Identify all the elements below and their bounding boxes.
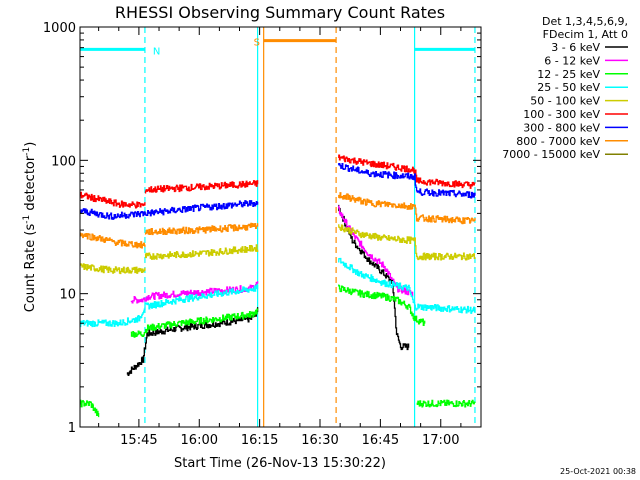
legend-label: 3 - 6 keV [551, 41, 600, 54]
flag-label: S [254, 38, 260, 49]
x-tick-label: 16:00 [181, 433, 218, 448]
series-line [80, 263, 146, 275]
x-tick-label: 15:45 [120, 433, 157, 448]
legend-label: 7000 - 15000 keV [502, 148, 600, 161]
series-line [130, 308, 259, 338]
plot-frame [79, 26, 482, 428]
x-tick-label: 16:45 [362, 433, 399, 448]
legend-label: 25 - 50 keV [537, 81, 600, 94]
series-line [338, 154, 476, 189]
timestamp: 25-Oct-2021 00:38 [560, 467, 636, 476]
series-line [80, 200, 259, 220]
series-line [338, 192, 476, 225]
series-line [144, 180, 259, 194]
series-line [80, 284, 259, 328]
series-line [338, 284, 426, 326]
series-line [338, 257, 476, 314]
chart-title: RHESSI Observing Summary Count Rates [115, 3, 445, 22]
y-tick-label: 100 [51, 154, 76, 169]
x-tick-label: 16:30 [301, 433, 338, 448]
x-axis-label: Start Time (26-Nov-13 15:30:22) [174, 456, 386, 471]
plot-area: NS [80, 27, 476, 427]
legend-label: 50 - 100 keV [530, 95, 600, 108]
series-line [338, 224, 476, 261]
flag-label: N [153, 46, 160, 57]
legend-label: 300 - 800 keV [523, 121, 600, 134]
series-line [80, 232, 146, 249]
x-tick-label: 17:00 [422, 433, 459, 448]
legend-label: 6 - 12 keV [544, 54, 600, 67]
y-axis-label: Count Rate (s-1 detector-1) [22, 142, 38, 313]
series-line [144, 222, 259, 236]
series-line [80, 399, 100, 418]
series-line [144, 244, 259, 260]
legend-header-line-1: Det 1,3,4,5,6,9, [542, 15, 628, 28]
series-line [338, 162, 476, 199]
y-tick-label: 1000 [43, 21, 76, 36]
legend-header-line-2: FDecim 1, Att 0 [543, 28, 628, 41]
x-tick-label: 16:15 [241, 433, 278, 448]
legend-label: 100 - 300 keV [523, 108, 600, 121]
series-line [80, 191, 146, 209]
series-line [130, 281, 259, 304]
legend-label: 800 - 7000 keV [516, 135, 600, 148]
legend-label: 12 - 25 keV [537, 68, 600, 81]
series-line [416, 399, 476, 408]
legend: Det 1,3,4,5,6,9, FDecim 1, Att 0 3 - 6 k… [502, 15, 628, 161]
y-tick-label: 1 [68, 421, 76, 436]
series-line [126, 307, 259, 376]
y-tick-label: 10 [59, 288, 76, 303]
